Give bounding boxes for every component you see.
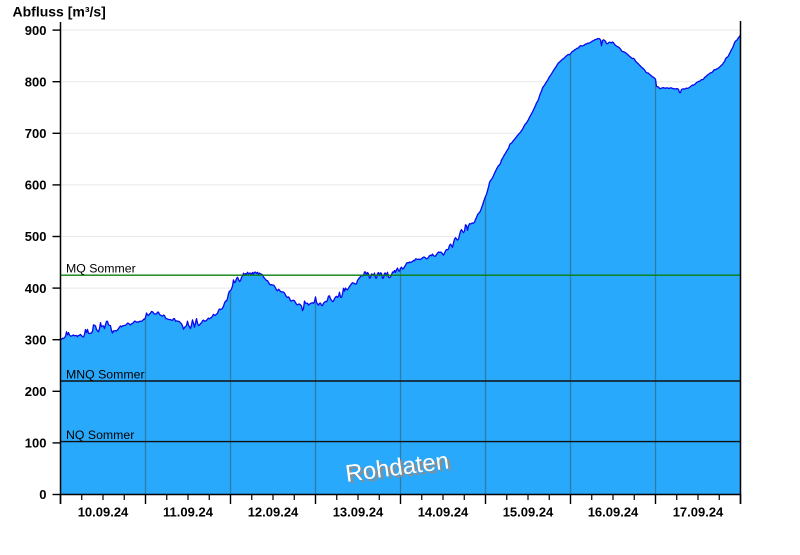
svg-text:17.09.24: 17.09.24 <box>673 505 724 520</box>
svg-text:10.09.24: 10.09.24 <box>78 505 129 520</box>
svg-text:0: 0 <box>39 487 46 502</box>
svg-text:Abfluss [m³/s]: Abfluss [m³/s] <box>13 4 106 20</box>
svg-text:15.09.24: 15.09.24 <box>503 505 554 520</box>
svg-text:100: 100 <box>25 436 47 451</box>
svg-text:700: 700 <box>25 126 47 141</box>
svg-text:13.09.24: 13.09.24 <box>333 505 384 520</box>
svg-text:NQ Sommer: NQ Sommer <box>66 428 134 442</box>
svg-text:400: 400 <box>25 281 47 296</box>
svg-text:16.09.24: 16.09.24 <box>588 505 639 520</box>
svg-text:MNQ Sommer: MNQ Sommer <box>66 368 145 382</box>
svg-text:800: 800 <box>25 74 47 89</box>
svg-text:500: 500 <box>25 229 47 244</box>
svg-text:12.09.24: 12.09.24 <box>248 505 299 520</box>
svg-text:11.09.24: 11.09.24 <box>163 505 214 520</box>
svg-text:14.09.24: 14.09.24 <box>418 505 469 520</box>
svg-text:MQ Sommer: MQ Sommer <box>66 262 136 276</box>
svg-text:600: 600 <box>25 178 47 193</box>
svg-text:900: 900 <box>25 23 47 38</box>
svg-text:300: 300 <box>25 332 47 347</box>
svg-text:200: 200 <box>25 384 47 399</box>
